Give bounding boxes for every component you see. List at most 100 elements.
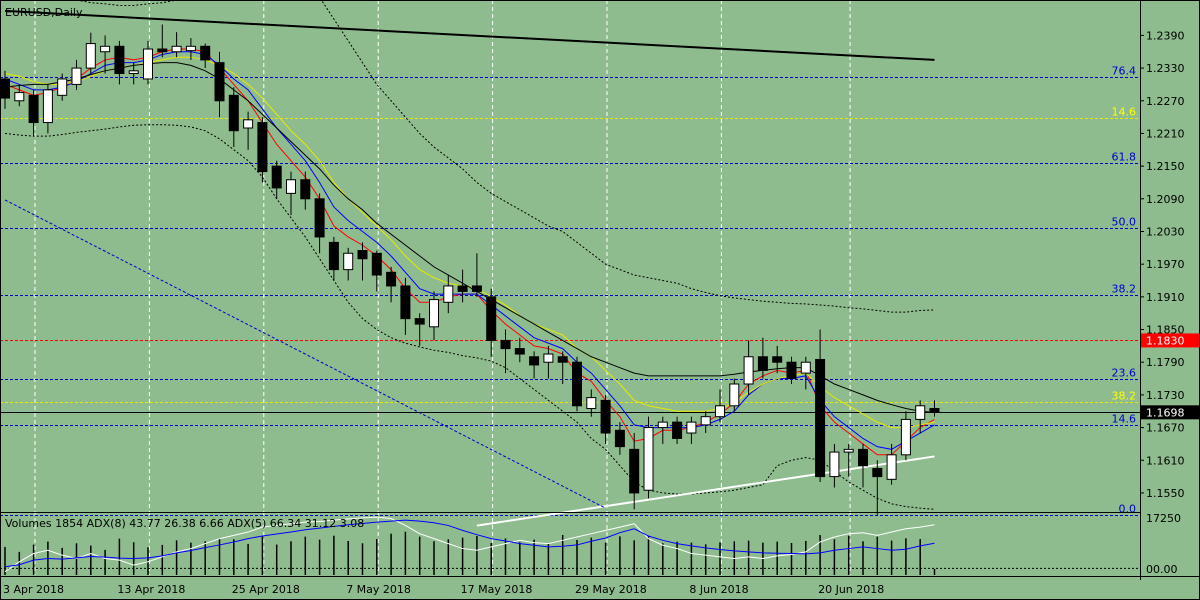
candle-body: [114, 45, 125, 75]
price-tick-label: 1.1550: [1146, 487, 1185, 500]
candle-body: [715, 405, 725, 418]
candle-body: [729, 383, 740, 407]
candle-body: [815, 358, 826, 478]
candle-body: [171, 45, 182, 53]
date-label: 13 Apr 2018: [117, 583, 185, 596]
price-tick-label: 1.1670: [1146, 422, 1185, 435]
moving-averages: [4, 48, 935, 456]
volume-panel-label: Volumes 1854 ADX(8) 43.77 26.38 6.66 ADX…: [5, 517, 364, 530]
candle-body: [557, 356, 568, 363]
price-tick-label: 1.2150: [1146, 160, 1185, 173]
candle-body: [772, 356, 783, 363]
price-tick-label: 1.1730: [1146, 389, 1185, 402]
candle-body: [28, 94, 39, 124]
candle-body: [843, 448, 854, 453]
candle-body: [586, 397, 597, 410]
candle-body: [400, 285, 411, 320]
price-tick-label: 1.2210: [1146, 127, 1185, 140]
date-label: 8 Jun 2018: [689, 583, 748, 596]
candle-body: [343, 252, 354, 271]
candle-body: [900, 418, 911, 456]
candle-body: [228, 94, 239, 132]
fib-level-label: 14.6: [1112, 106, 1137, 119]
price-tick-label: 1.1970: [1146, 258, 1185, 271]
date-label: 17 May 2018: [461, 583, 533, 596]
candle-body: [429, 299, 439, 328]
candle-body: [543, 353, 554, 363]
date-label: 25 Apr 2018: [232, 583, 300, 596]
trendline: [476, 455, 935, 527]
candle-body: [371, 252, 382, 276]
candle-body: [672, 421, 683, 439]
candle-body: [71, 67, 82, 85]
candle-body: [271, 165, 282, 189]
time-axis: 3 Apr 2018 13 Apr 2018 25 Apr 2018 7 May 20…: [3, 583, 884, 596]
volume-tick-label: 17250: [1146, 512, 1181, 525]
candle-body: [257, 122, 268, 173]
price-axis: 1.2390 1.2330 1.2270 1.2210 1.2150 1.2090 1.20…: [1140, 0, 1199, 580]
trendlines: [4, 9, 935, 527]
bollinger-lower-line: [4, 124, 935, 510]
candle-body: [700, 416, 711, 426]
fib-level-label: 38.2: [1112, 390, 1137, 403]
red-price-tag: [1141, 333, 1199, 348]
candle-body: [100, 45, 111, 53]
candle-body: [915, 405, 926, 420]
candle-body: [686, 421, 697, 434]
bollinger-bands: [4, 0, 935, 510]
trendline: [4, 199, 606, 509]
candle-body: [200, 45, 211, 61]
fib-level-label: 23.6: [1112, 367, 1137, 380]
price-tick-label: 1.2270: [1146, 95, 1185, 108]
candle-body: [328, 241, 339, 271]
candle-body: [643, 427, 654, 491]
candle-body: [600, 399, 611, 434]
fib-level-label: 14.6: [1112, 413, 1137, 426]
fib-level-label: 61.8: [1112, 151, 1137, 164]
adx-white-line: [4, 516, 935, 573]
candle-body: [128, 70, 139, 75]
price-tick-label: 1.2090: [1146, 193, 1185, 206]
fib-level-label: 0.0: [1119, 503, 1137, 516]
red-price-tag-label: 1.1830: [1146, 334, 1185, 347]
candle-body: [886, 454, 897, 480]
candle-body: [657, 421, 668, 429]
candle-body: [314, 198, 325, 238]
price-tick-label: 1.2030: [1146, 225, 1185, 238]
candle-body: [14, 92, 25, 102]
volume-panel: 17250 00.00: [0, 512, 1200, 577]
current-price-tag: [1141, 405, 1199, 420]
candle-body: [572, 361, 582, 407]
fib-level-label: 76.4: [1112, 65, 1137, 78]
candle-body: [286, 179, 296, 194]
candle-body: [858, 448, 868, 467]
candle-body: [443, 285, 454, 303]
candle-body: [872, 467, 883, 478]
price-tick-label: 1.1610: [1146, 454, 1185, 467]
chart-title: EURUSD,Daily: [5, 6, 83, 19]
candle-body: [757, 356, 768, 371]
vertical-grid: [34, 0, 851, 575]
price-tick-label: 1.2390: [1146, 29, 1185, 42]
trendline: [4, 9, 935, 61]
price-tick-label: 1.2330: [1146, 62, 1185, 75]
candle-body: [85, 43, 96, 69]
candle-body: [185, 45, 196, 52]
moving-average-line: [4, 62, 935, 413]
date-label: 7 May 2018: [346, 583, 411, 596]
candle-body: [514, 348, 525, 355]
candle-body: [800, 361, 811, 374]
price-tick-label: 1.1790: [1146, 356, 1185, 369]
candle-body: [0, 78, 10, 99]
date-label: 3 Apr 2018: [3, 583, 64, 596]
adx-blue-line: [4, 519, 935, 568]
candle-body: [471, 285, 482, 292]
candle-body: [214, 62, 225, 102]
fib-level-label: 38.2: [1112, 283, 1137, 296]
candle-body: [500, 339, 511, 350]
bollinger-upper-line: [73, 0, 935, 313]
date-label: 20 Jun 2018: [818, 583, 884, 596]
candle-body: [143, 48, 153, 80]
price-tick-label: 1.1910: [1146, 291, 1185, 304]
